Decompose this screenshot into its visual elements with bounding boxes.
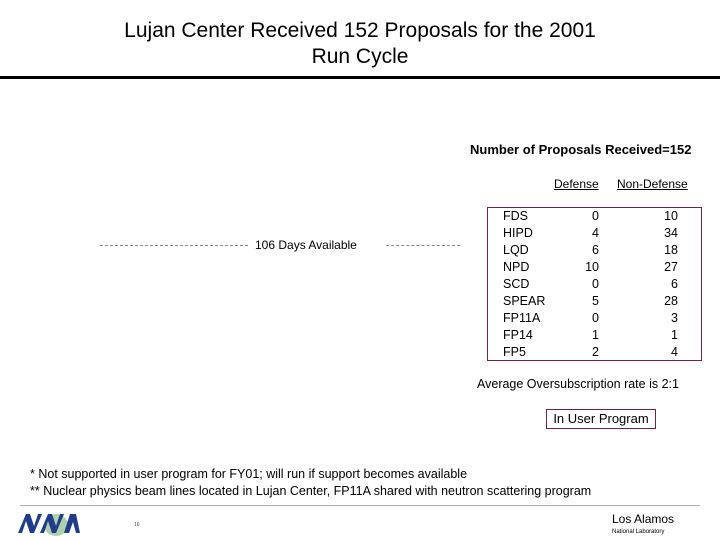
instrument-table-border [487,207,702,361]
non-defense-count: 6 [671,277,678,291]
table-row: NPD 10 27 [503,259,703,276]
footnotes: * Not supported in user program for FY01… [30,466,700,500]
user-program-legend-box: In User Program [546,409,656,429]
table-row: SPEAR 5 28 [503,293,703,310]
oversubscription-label: Average Oversubscription rate is 2:1 [477,377,679,391]
instrument-name: SPEAR [503,294,546,308]
footnote-2: ** Nuclear physics beam lines located in… [30,484,592,498]
instrument-name: LQD [503,243,529,257]
title-line-2: Run Cycle [311,45,409,68]
instrument-name: FP14 [503,328,533,342]
defense-count: 0 [592,277,599,291]
table-row: SCD 0 6 [503,276,703,293]
defense-count: 2 [592,345,599,359]
defense-count: 1 [592,328,599,342]
table-row: FDS 0 10 [503,208,703,225]
non-defense-count: 18 [664,243,678,257]
footer-divider [20,505,700,506]
non-defense-count: 4 [671,345,678,359]
non-defense-count: 27 [664,260,678,274]
page-number: 16 [134,522,140,528]
footnote-1: * Not supported in user program for FY01… [30,467,468,481]
dashed-line-right [386,245,460,246]
instrument-name: NPD [503,260,530,274]
defense-column-header: Defense [554,177,599,191]
instrument-name: SCD [503,277,530,291]
lab-subtitle: National Laboratory [612,529,665,535]
instrument-name: FP5 [503,345,526,359]
table-row: FP5 2 4 [503,344,703,361]
instrument-name: FP11A [503,311,541,325]
days-available-callout: 106 Days Available [100,238,460,254]
defense-count: 6 [592,243,599,257]
non-defense-column-header: Non-Defense [617,177,688,191]
non-defense-count: 34 [664,226,678,240]
defense-count: 10 [585,260,599,274]
nnsa-logo-icon [18,514,80,536]
non-defense-count: 10 [664,209,678,223]
defense-count: 0 [592,209,599,223]
table-row: HIPD 4 34 [503,225,703,242]
slide-title: Lujan Center Received 152 Proposals for … [20,18,700,70]
instrument-name: FDS [503,209,528,223]
table-row: FP11A 0 3 [503,310,703,327]
non-defense-count: 3 [671,311,678,325]
defense-count: 5 [592,294,599,308]
title-underline [0,76,720,79]
non-defense-count: 1 [671,328,678,342]
non-defense-count: 28 [664,294,678,308]
defense-count: 0 [592,311,599,325]
instrument-name: HIPD [503,226,533,240]
dashed-line-left [100,245,248,246]
total-proposals-label: Number of Proposals Received=152 [470,142,692,157]
days-available-label: 106 Days Available [255,238,357,252]
title-line-1: Lujan Center Received 152 Proposals for … [124,19,596,42]
table-row: LQD 6 18 [503,242,703,259]
table-row: FP14 1 1 [503,327,703,344]
lab-name: Los Alamos [612,512,675,526]
defense-count: 4 [592,226,599,240]
